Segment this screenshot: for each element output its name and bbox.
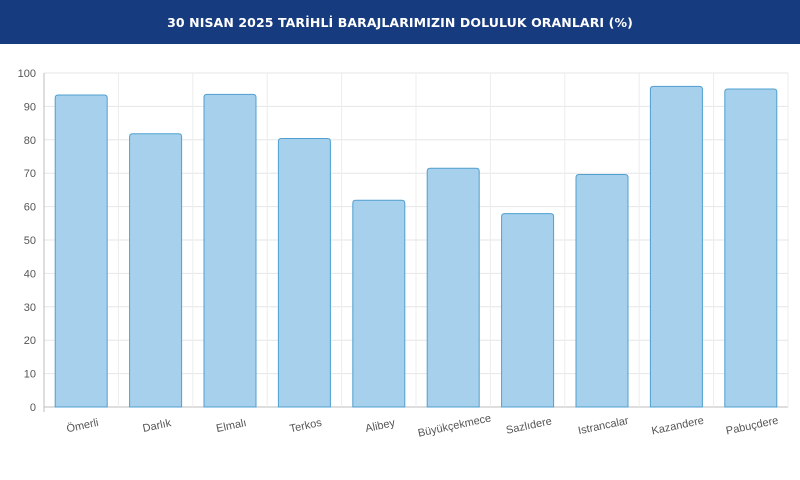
bar-3[interactable] — [277, 137, 331, 408]
page-title: 30 NISAN 2025 TARİHLİ BARAJLARIMIZIN DOL… — [167, 14, 633, 30]
x-tick-label: Büyükçekmece — [417, 412, 492, 439]
y-tick-label: 0 — [30, 402, 36, 414]
x-tick-label: Kazandere — [651, 415, 706, 438]
x-axis: Ömerli Darlık Elmalı Terkos Alibey Büyükçekme… — [65, 412, 779, 439]
x-tick-label: Terkos — [289, 417, 324, 436]
bar-9[interactable] — [724, 88, 778, 408]
bar-chart: 0 10 20 30 40 50 60 70 80 90 100 Ömerli Darlık Elmal… — [18, 68, 789, 440]
y-tick-label: 80 — [24, 135, 36, 147]
y-tick-label: 40 — [24, 268, 36, 280]
bar-0[interactable] — [54, 94, 108, 408]
bar-8[interactable] — [649, 85, 703, 408]
x-tick-label: Sazlıdere — [505, 415, 553, 436]
bar-6[interactable] — [501, 213, 555, 408]
y-tick-label: 100 — [18, 68, 36, 80]
bar-5[interactable] — [426, 167, 480, 408]
y-tick-label: 30 — [24, 302, 36, 314]
x-tick-label: Pabuçdere — [725, 415, 780, 438]
bar-4[interactable] — [352, 199, 406, 408]
y-tick-label: 70 — [24, 168, 36, 180]
bar-1[interactable] — [129, 133, 183, 408]
bar-2[interactable] — [203, 93, 257, 408]
x-tick-label: Alibey — [364, 417, 396, 435]
y-tick-label: 60 — [24, 202, 36, 214]
y-tick-label: 20 — [24, 335, 36, 347]
y-axis: 0 10 20 30 40 50 60 70 80 90 100 — [18, 68, 36, 414]
y-tick-label: 50 — [24, 235, 36, 247]
x-tick-label: Istrancalar — [577, 415, 630, 437]
bars — [54, 85, 778, 408]
x-tick-label: Elmalı — [215, 417, 247, 435]
page-header: 30 NISAN 2025 TARİHLİ BARAJLARIMIZIN DOL… — [0, 0, 800, 44]
y-tick-label: 90 — [24, 101, 36, 113]
y-tick-label: 10 — [24, 369, 36, 381]
bar-7[interactable] — [575, 174, 629, 408]
x-tick-label: Darlık — [142, 417, 173, 435]
x-tick-label: Ömerli — [65, 417, 99, 435]
